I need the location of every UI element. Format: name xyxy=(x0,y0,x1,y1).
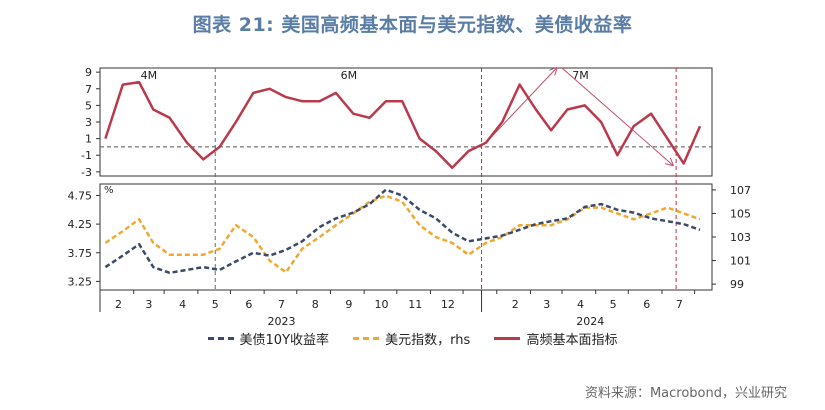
top-y-tick-label: -3 xyxy=(81,166,92,179)
x-tick-label: 5 xyxy=(610,298,617,311)
x-tick-label: 7 xyxy=(278,298,285,311)
legend-swatch-yield xyxy=(207,337,234,340)
legend-item-index: 高频基本面指标 xyxy=(494,329,617,348)
uptrend-arrow xyxy=(485,68,557,144)
x-tick-label: 3 xyxy=(145,298,152,311)
top-y-tick-label: 3 xyxy=(85,116,92,129)
x-tick-label: 12 xyxy=(441,298,455,311)
top-y-tick-label: -1 xyxy=(81,149,92,162)
legend-item-yield: 美债10Y收益率 xyxy=(207,329,330,348)
x-tick-label: 11 xyxy=(408,298,422,311)
left-y-tick-label: 4.75 xyxy=(68,189,93,202)
year-label: 2024 xyxy=(576,315,604,328)
x-tick-label: 4 xyxy=(577,298,584,311)
legend-swatch-index xyxy=(494,337,521,340)
legend-label-dxy: 美元指数，rhs xyxy=(385,333,471,348)
year-label: 2023 xyxy=(268,315,296,328)
series-line-10y-yield xyxy=(104,188,701,275)
left-axis-unit: % xyxy=(104,185,114,196)
legend-swatch-dxy xyxy=(353,337,380,340)
top-y-tick-label: 7 xyxy=(85,83,92,96)
top-y-tick-label: 5 xyxy=(85,99,92,112)
period-label: 4M xyxy=(141,69,158,82)
left-y-tick-label: 4.25 xyxy=(68,218,93,231)
x-tick-label: 10 xyxy=(375,298,389,311)
chart-title: 图表 21: 美国高频基本面与美元指数、美债收益率 xyxy=(192,14,633,36)
x-tick-label: 5 xyxy=(212,298,219,311)
x-tick-label: 9 xyxy=(345,298,352,311)
legend-label-index: 高频基本面指标 xyxy=(526,333,618,348)
x-tick-label: 4 xyxy=(179,298,186,311)
x-tick-label: 3 xyxy=(543,298,550,311)
top-y-tick-label: 1 xyxy=(85,133,92,146)
source-note: 资料来源：Macrobond，兴业研究 xyxy=(584,386,787,401)
top-panel-frame xyxy=(99,67,713,177)
legend-label-yield: 美债10Y收益率 xyxy=(239,333,330,348)
legend: 美债10Y收益率 美元指数，rhs 高频基本面指标 xyxy=(0,329,825,348)
left-y-tick-label: 3.75 xyxy=(68,247,93,260)
right-y-tick-label: 103 xyxy=(730,231,751,244)
downtrend-arrow xyxy=(561,67,673,165)
x-tick-label: 2 xyxy=(115,298,122,311)
left-y-tick-label: 3.25 xyxy=(68,275,93,288)
right-y-tick-label: 107 xyxy=(730,184,751,197)
x-tick-label: 6 xyxy=(245,298,252,311)
x-tick-label: 8 xyxy=(312,298,319,311)
top-y-tick-label: 9 xyxy=(85,66,92,79)
period-label: 7M xyxy=(572,69,589,82)
x-tick-label: 6 xyxy=(643,298,650,311)
right-y-tick-label: 105 xyxy=(730,207,751,220)
series-line-dollar-index xyxy=(104,194,701,274)
right-y-tick-label: 99 xyxy=(730,278,744,291)
x-tick-label: 2 xyxy=(512,298,519,311)
right-y-tick-label: 101 xyxy=(730,255,751,268)
legend-item-dxy: 美元指数，rhs xyxy=(353,329,470,348)
x-tick-label: 7 xyxy=(676,298,683,311)
series-line-fundamental-index xyxy=(104,80,702,169)
period-label: 6M xyxy=(341,69,358,82)
